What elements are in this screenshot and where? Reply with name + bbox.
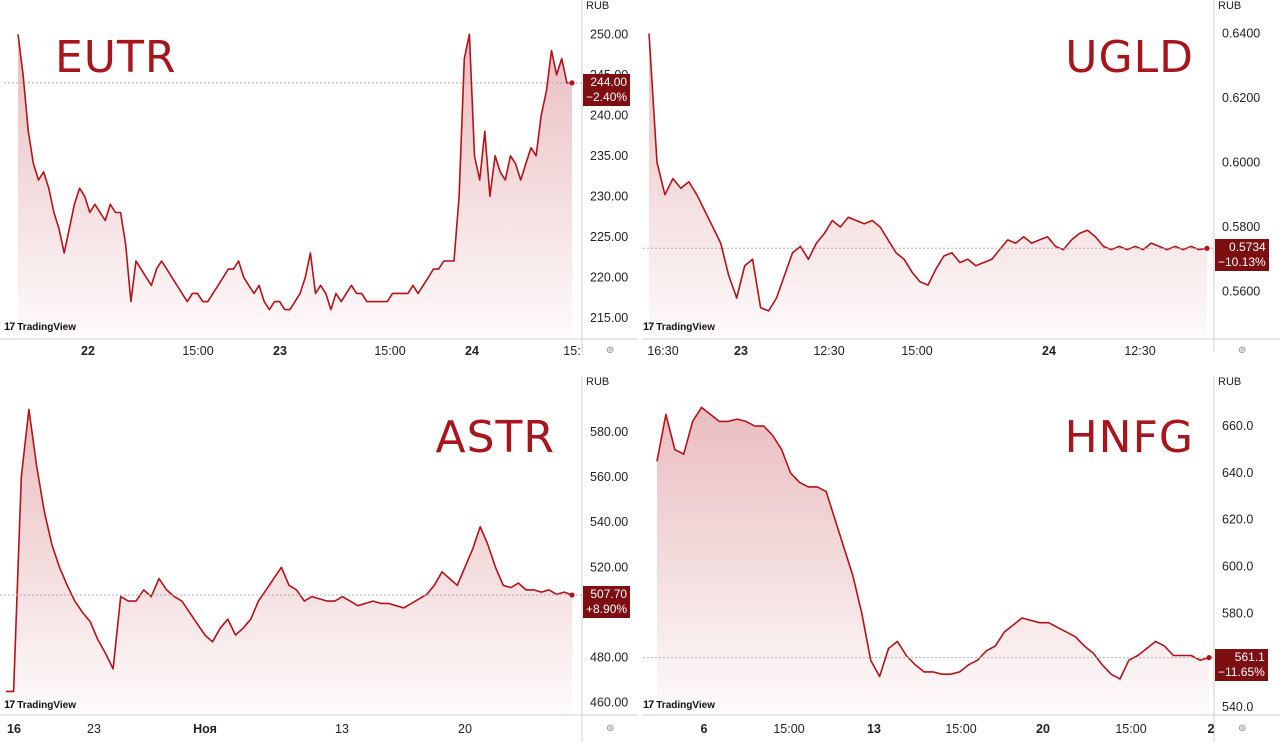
x-tick-label: 13 (335, 722, 349, 736)
y-tick-label: 0.6200 (1222, 91, 1260, 105)
ticker-label: EUTR (55, 32, 177, 83)
last-price-value: 244.00 (590, 74, 628, 89)
x-tick-label: 24 (1042, 344, 1056, 358)
last-price-point (569, 80, 575, 86)
y-tick-label: 225.00 (590, 230, 628, 244)
tradingview-logo: 17 TradingView (643, 699, 715, 711)
x-tick-label: Ноя (193, 722, 217, 736)
chart-svg-ugld: 0.6400 0.6200 0.6000 0.5800 0.5600 RUB 16:30 23… (643, 0, 1280, 358)
x-tick-label: 20 (458, 722, 472, 736)
chart-svg-hnfg: 660.0640.0620.0600.0580.0560.0540.0RUB61… (643, 376, 1280, 742)
tradingview-logo: 17 TradingView (643, 321, 715, 333)
series-area (649, 33, 1207, 339)
y-tick-label: 580.0 (1222, 606, 1253, 620)
last-price-tag: 244.00 −2.40% (583, 73, 631, 106)
chart-panel-eutr: 250.00245.00240.00235.00230.00225.00220.… (0, 0, 637, 364)
y-tick-label: 220.00 (590, 270, 628, 284)
x-tick-label: 15:00 (901, 344, 932, 358)
settings-gear-icon[interactable]: ⊚ (606, 345, 615, 356)
settings-gear-icon[interactable]: ⊚ (606, 723, 615, 734)
y-tick-label: 0.6400 (1222, 26, 1260, 40)
last-price-value: 0.5734 (1229, 240, 1266, 255)
series-line (17, 33, 572, 311)
x-tick-label: 24 (465, 344, 479, 358)
last-price-change: −2.40% (586, 89, 628, 104)
x-tick-label: 23 (734, 344, 748, 358)
y-tick-label: 480.00 (590, 651, 628, 665)
ticker-label: UGLD (1065, 32, 1194, 83)
y-tick-label: 0.5800 (1222, 220, 1260, 234)
chart-panel-ugld: 0.6400 0.6200 0.6000 0.5800 0.5600 RUB 16:30 23… (643, 0, 1280, 364)
y-tick-label: 620.0 (1222, 513, 1253, 527)
x-tick-label: 15:00 (773, 722, 804, 736)
last-price-change: −11.65% (1218, 664, 1265, 679)
last-price-tag: 507.70 +8.90% (583, 586, 631, 619)
y-tick-label: 0.5600 (1222, 285, 1260, 299)
y-tick-label: 240.00 (590, 108, 628, 122)
x-tick-label: 15:00 (182, 344, 213, 358)
currency-label: RUB (586, 0, 609, 12)
settings-gear-icon[interactable]: ⊚ (1238, 345, 1247, 356)
y-tick-label: 580.00 (590, 425, 628, 439)
x-tick-label: 23 (87, 722, 101, 736)
x-tick-label: 12:30 (1124, 344, 1155, 358)
tradingview-logo: 17 TradingView (4, 699, 76, 711)
y-tick-label: 520.00 (590, 560, 628, 574)
y-tick-label: 215.00 (590, 311, 628, 325)
series-line (648, 33, 1208, 312)
x-tick-label: 20 (1036, 722, 1050, 736)
x-tick-label: 15:00 (374, 344, 405, 358)
series-area (6, 409, 572, 714)
x-tick-label: 2 (1208, 722, 1215, 736)
y-tick-label: 460.00 (590, 696, 628, 710)
currency-label: RUB (586, 376, 609, 388)
x-tick-label: 15:00 (1115, 722, 1146, 736)
currency-label: RUB (1218, 0, 1241, 12)
ticker-label: HNFG (1064, 412, 1194, 463)
x-tick-label: 13 (867, 722, 881, 736)
y-tick-label: 0.6000 (1222, 155, 1260, 169)
y-tick-label: 640.0 (1222, 466, 1253, 480)
ticker-label: ASTR (435, 412, 555, 463)
y-tick-label: 230.00 (590, 189, 628, 203)
last-price-change: −10.13% (1218, 255, 1266, 270)
series-line (6, 408, 573, 693)
last-price-point (1206, 654, 1212, 661)
x-tick-label: 15:00 (945, 722, 976, 736)
last-price-point (1204, 245, 1210, 251)
y-tick-label: 250.00 (590, 27, 628, 41)
x-tick-label: 16 (7, 722, 21, 736)
settings-gear-icon[interactable]: ⊚ (1238, 723, 1247, 734)
tradingview-logo: 17 TradingView (4, 321, 76, 333)
last-price-point (569, 592, 575, 598)
series-line (656, 406, 1210, 680)
x-tick-label: 22 (81, 344, 95, 358)
y-tick-label: 660.0 (1222, 419, 1253, 433)
y-tick-label: 540.00 (590, 515, 628, 529)
currency-label: RUB (1218, 376, 1241, 388)
last-price-value: 561.1 (1234, 649, 1265, 664)
series-area (657, 407, 1209, 714)
last-price-value: 507.70 (590, 587, 628, 602)
y-tick-label: 560.00 (590, 470, 628, 484)
last-price-tag: 0.5734 −10.13% (1215, 239, 1269, 272)
chart-svg-eutr: 250.00245.00240.00235.00230.00225.00220.… (0, 0, 637, 358)
x-tick-label: 16:30 (647, 344, 678, 358)
y-tick-label: 235.00 (590, 149, 628, 163)
x-tick-label: 23 (273, 344, 287, 358)
x-tick-label: 6 (701, 722, 708, 736)
x-tick-label: 12:30 (813, 344, 844, 358)
last-price-change: +8.90% (586, 602, 628, 617)
y-tick-label: 540.0 (1222, 700, 1253, 714)
chart-panel-astr: 580.00560.00540.00520.00500.00480.00460.… (0, 376, 637, 754)
series-area (18, 34, 572, 339)
last-price-tag: 561.1 −11.65% (1215, 648, 1268, 681)
chart-panel-hnfg: 660.0640.0620.0600.0580.0560.0540.0RUB61… (643, 376, 1280, 754)
y-tick-label: 600.0 (1222, 560, 1253, 574)
x-tick-label: 15: (563, 344, 580, 358)
